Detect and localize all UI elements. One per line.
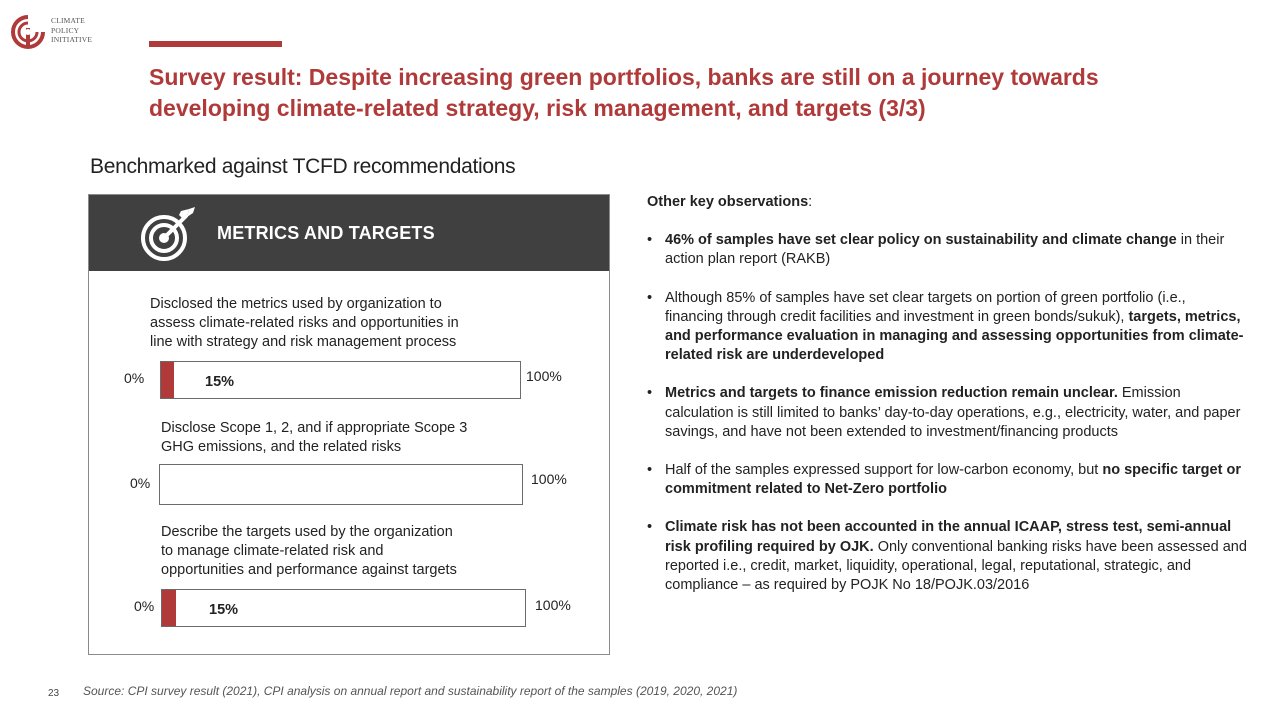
observation-item: Climate risk has not been accounted in t… xyxy=(647,518,1247,595)
metric-2-label: Disclose Scope 1, 2, and if appropriate … xyxy=(161,420,468,455)
observation-item: Half of the samples expressed support fo… xyxy=(647,461,1247,499)
observation-item: Although 85% of samples have set clear t… xyxy=(647,289,1247,366)
target-icon xyxy=(141,207,195,261)
metric-3-label: Describe the targets used by the organiz… xyxy=(161,524,457,578)
observation-emphasis: no specific target or commitment related… xyxy=(665,462,1241,498)
panel-header-label: METRICS AND TARGETS xyxy=(217,223,435,243)
section-subtitle: Benchmarked against TCFD recommendations xyxy=(90,155,516,178)
metric-3-value-label: 15% xyxy=(209,602,239,618)
metric-1-bar-fill xyxy=(161,362,175,398)
observation-item: 46% of samples have set clear policy on … xyxy=(647,231,1247,269)
metric-1-min-label: 0% xyxy=(124,370,145,386)
observation-item: Metrics and targets to finance emission … xyxy=(647,384,1247,442)
page-number: 23 xyxy=(48,688,60,699)
metric-2-bar xyxy=(159,464,523,505)
metric-1-value-label: 15% xyxy=(205,374,235,390)
metric-1-max-label: 100% xyxy=(526,368,562,384)
observation-text: in their action plan report (RAKB) xyxy=(665,232,1225,268)
page-title: Survey result: Despite increasing green … xyxy=(149,62,1259,124)
observation-emphasis: 46% of samples have set clear policy on … xyxy=(665,232,1177,249)
metric-1-bar: 15% xyxy=(160,361,521,399)
metric-3-bar-fill xyxy=(162,590,176,626)
metric-3-bar: 15% xyxy=(161,589,526,627)
cpi-logo-icon xyxy=(11,15,45,49)
observation-emphasis: Metrics and targets to finance emission … xyxy=(665,385,1118,402)
title-accent-bar xyxy=(149,41,282,47)
observation-text: Only conventional banking risks have bee… xyxy=(665,538,1247,594)
observation-emphasis: Climate risk has not been accounted in t… xyxy=(665,519,1232,555)
panel-header: METRICS AND TARGETS xyxy=(89,195,609,271)
observation-text: Emission calculation is still limited to… xyxy=(665,385,1241,440)
metric-2-max-label: 100% xyxy=(531,471,567,487)
metric-2-min-label: 0% xyxy=(130,475,151,491)
observations-list: 46% of samples have set clear policy on … xyxy=(647,231,1247,595)
observation-text: Half of the samples expressed support fo… xyxy=(665,462,1103,479)
observation-text: Although 85% of samples have set clear t… xyxy=(665,289,1186,325)
key-observations: Other key observations: 46% of samples h… xyxy=(647,193,1247,614)
cpi-logo: CLIMATE POLICY INITIATIVE xyxy=(10,14,120,54)
observations-heading: Other key observations: xyxy=(647,194,813,210)
page-title-line-1: Survey result: Despite increasing green … xyxy=(149,64,1099,90)
metric-3-min-label: 0% xyxy=(134,598,155,614)
metric-1-label: Disclosed the metrics used by organizati… xyxy=(150,296,459,350)
metric-3-max-label: 100% xyxy=(535,597,571,613)
page-title-line-2: developing climate-related strategy, ris… xyxy=(149,95,926,121)
source-note: Source: CPI survey result (2021), CPI an… xyxy=(83,684,738,698)
logo-text: CLIMATE POLICY INITIATIVE xyxy=(51,16,93,44)
observation-emphasis: targets, metrics, and performance evalua… xyxy=(665,308,1244,364)
metrics-targets-panel: METRICS AND TARGETS Disclosed the metric… xyxy=(88,194,610,655)
